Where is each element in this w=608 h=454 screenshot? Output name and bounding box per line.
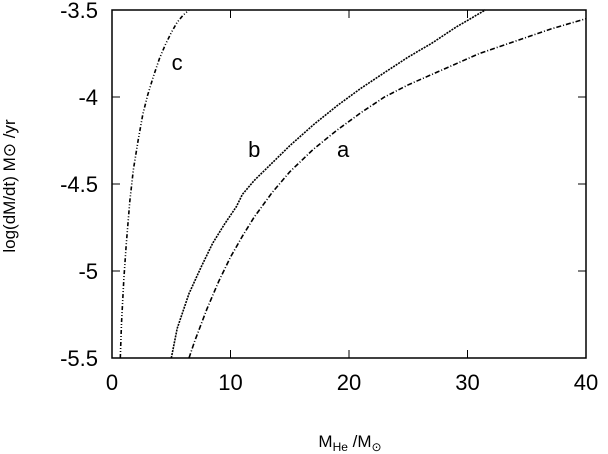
x-tick-label: 40 <box>574 370 598 395</box>
plot-frame <box>111 9 587 359</box>
series-a-label: a <box>337 137 350 162</box>
x-tick-label: 10 <box>218 370 242 395</box>
series-c-line <box>119 9 190 359</box>
x-tick-label: 0 <box>106 370 118 395</box>
series-b-label: b <box>248 137 260 162</box>
y-tick-label: -5 <box>78 259 98 284</box>
x-tick-label: 30 <box>455 370 479 395</box>
axes <box>111 9 587 359</box>
series-group <box>119 9 587 359</box>
series-labels: a b c <box>172 50 350 162</box>
x-tick-label: 20 <box>337 370 361 395</box>
y-tick-label: -4 <box>78 85 98 110</box>
y-tick-label: -4.5 <box>60 172 98 197</box>
y-tick-label: -3.5 <box>60 0 98 23</box>
y-tick-label: -5.5 <box>60 346 98 371</box>
tick-labels: 0 10 20 30 40 -5.5 -5 -4.5 -4 -3.5 <box>60 0 598 395</box>
y-axis-label: log(dM/dt) M⊙ /yr <box>0 119 19 253</box>
x-axis-label: MHe /M⊙ <box>318 432 381 454</box>
series-a-line <box>188 17 587 359</box>
series-c-label: c <box>172 50 183 75</box>
series-b-line <box>170 9 486 359</box>
